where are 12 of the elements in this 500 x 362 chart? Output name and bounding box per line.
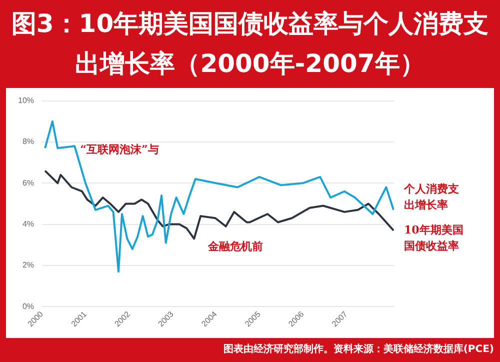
annotation: “互联网泡沫”与 [80, 143, 159, 156]
chart-title: 图3：10年期美国国债收益率与个人消费支出增长率（2000年-2007年） [10, 8, 490, 80]
y-tick-label: 2% [22, 260, 34, 270]
annotation: 金融危机前 [207, 240, 264, 253]
y-tick-label: 0% [22, 302, 34, 311]
y-tick-label: 4% [22, 220, 34, 228]
y-tick-label: 8% [22, 137, 34, 146]
y-tick-label: 10% [18, 96, 34, 106]
text: 图表由经济研究部制作。资料来源：美联储经济数据库(PCE) [222, 342, 494, 357]
series-label: 个人消费支出增长率 [403, 182, 459, 212]
series-label: 10年期美国国债收益率 [404, 223, 464, 252]
y-tick-label: 6% [22, 178, 34, 188]
